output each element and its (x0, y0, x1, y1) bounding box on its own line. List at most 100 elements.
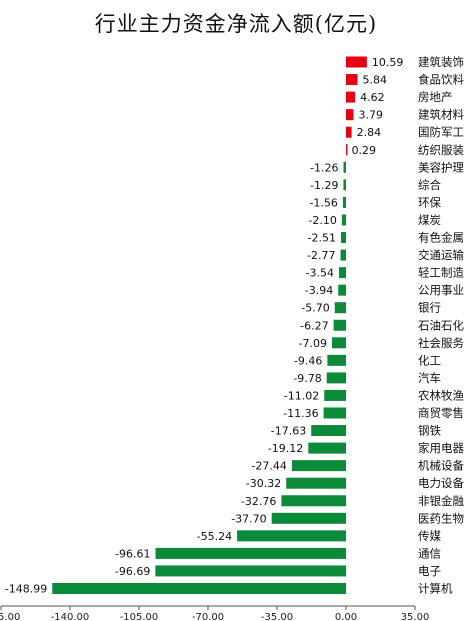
bar (346, 109, 354, 121)
category-label: 公用事业 (418, 283, 464, 297)
value-label: -30.32 (246, 477, 281, 490)
value-label: -17.63 (271, 425, 306, 438)
bar (333, 319, 346, 331)
bar (340, 249, 346, 261)
value-label: -3.94 (305, 284, 333, 297)
category-label: 石油石化 (418, 318, 464, 332)
value-label: -27.44 (251, 460, 286, 473)
bar (343, 179, 346, 191)
value-label: 5.84 (363, 74, 388, 87)
value-label: -55.24 (197, 530, 232, 543)
category-label: 农林牧渔 (418, 388, 464, 402)
value-label: 4.62 (360, 91, 385, 104)
category-label: 钢铁 (418, 424, 441, 438)
value-label: -148.99 (5, 583, 47, 596)
bar (346, 144, 348, 156)
category-label: 有色金属 (418, 231, 464, 245)
value-label: 3.79 (358, 109, 383, 122)
x-tick-label: 0.00 (335, 612, 357, 621)
category-label: 通信 (418, 546, 441, 560)
value-label: -96.61 (115, 547, 150, 560)
value-label: -37.70 (231, 512, 266, 525)
value-label: -7.09 (299, 337, 327, 350)
value-label: -3.54 (306, 267, 334, 280)
bar (308, 442, 346, 454)
category-label: 交通运输 (418, 248, 464, 262)
category-label: 社会服务 (418, 336, 464, 350)
value-label: -2.10 (308, 214, 336, 227)
value-label: -19.12 (268, 442, 303, 455)
value-label: 10.59 (372, 56, 404, 69)
bar (324, 389, 346, 401)
category-label: 电力设备 (418, 476, 464, 490)
category-label: 医药生物 (418, 511, 464, 525)
value-label: 2.84 (357, 126, 382, 139)
bar (311, 425, 346, 437)
category-label: 煤炭 (418, 213, 441, 227)
category-label: 电子 (418, 564, 441, 578)
category-label: 化工 (418, 353, 441, 367)
bar (346, 91, 356, 103)
bar (155, 547, 346, 559)
value-label: -96.69 (115, 565, 150, 578)
x-tick-label: -175.00 (0, 612, 20, 621)
value-label: 0.29 (352, 144, 377, 157)
bar (338, 284, 346, 296)
value-label: -9.46 (294, 354, 322, 367)
x-tick-label: -105.00 (120, 612, 159, 621)
bar (346, 126, 352, 138)
category-label: 房地产 (418, 90, 453, 104)
value-label: -2.51 (308, 232, 336, 245)
bar (326, 372, 346, 384)
category-label: 建筑材料 (418, 108, 464, 122)
x-tick-label: -140.00 (51, 612, 90, 621)
bar (237, 530, 346, 542)
bar (334, 302, 346, 314)
bar (341, 232, 346, 243)
bar (346, 74, 358, 86)
category-label: 轻工制造 (418, 266, 464, 280)
bar (155, 565, 346, 577)
bar (291, 460, 346, 472)
value-label: -6.27 (300, 319, 328, 332)
value-label: -32.76 (241, 495, 276, 508)
x-tick-label: -70.00 (192, 612, 224, 621)
bar (339, 267, 346, 279)
bar (281, 495, 346, 507)
category-label: 机械设备 (418, 459, 464, 473)
category-label: 综合 (418, 178, 441, 192)
category-label: 家用电器 (418, 441, 464, 455)
bar (52, 583, 346, 594)
value-label: -2.77 (307, 249, 335, 262)
category-label: 非银金融 (418, 494, 464, 508)
value-label: -1.29 (310, 179, 338, 192)
value-label: -11.02 (284, 389, 319, 402)
chart-title: 行业主力资金净流入额(亿元) (94, 12, 378, 36)
category-label: 汽车 (418, 371, 441, 385)
category-label: 传媒 (418, 529, 441, 543)
bar (343, 161, 346, 173)
category-label: 银行 (418, 301, 441, 315)
category-label: 环保 (418, 195, 441, 209)
bar (286, 477, 346, 489)
bar (342, 196, 346, 208)
value-label: -11.36 (283, 407, 318, 420)
category-label: 美容护理 (418, 160, 464, 174)
category-label: 商贸零售 (418, 406, 464, 420)
bar (341, 214, 346, 226)
category-label: 食品饮料 (418, 73, 464, 87)
bar (323, 407, 346, 419)
x-tick-label: -35.00 (261, 612, 293, 621)
bar (271, 512, 346, 524)
bar (332, 337, 346, 349)
category-label: 纺织服装 (418, 143, 464, 157)
bar (327, 354, 346, 366)
value-label: -5.70 (301, 302, 329, 315)
category-label: 建筑装饰 (418, 55, 464, 69)
category-label: 国防军工 (418, 125, 464, 139)
bar (346, 56, 367, 68)
x-tick-label: 35.00 (401, 612, 430, 621)
value-label: -1.56 (309, 196, 337, 209)
